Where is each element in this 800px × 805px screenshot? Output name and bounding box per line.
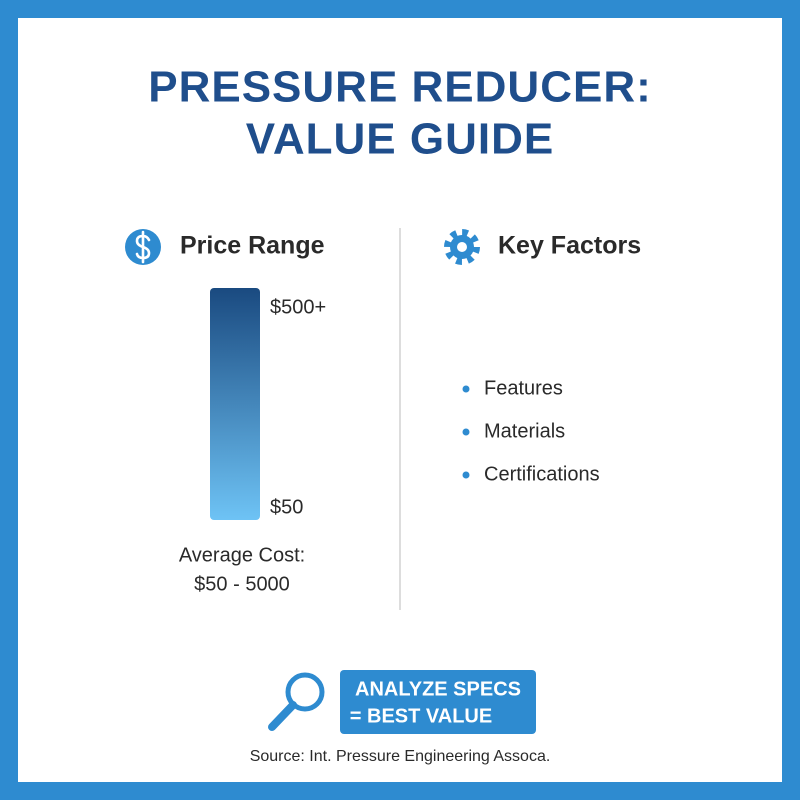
title-line: VALUE GUIDE [246, 115, 554, 164]
callout-line: = BEST VALUE [350, 705, 492, 727]
average-value: $50 - 5000 [194, 573, 290, 595]
factor-item: Certifications [484, 463, 600, 485]
section-heading: Price Range [180, 232, 325, 260]
gear-icon [444, 229, 480, 265]
bullet [462, 471, 470, 479]
price-bottom-label: $50 [270, 496, 303, 518]
price-top-label: $500+ [270, 296, 326, 318]
price-bar [210, 288, 260, 520]
bullet [462, 428, 470, 436]
callout-line: ANALYZE SPECS [355, 678, 521, 700]
title-line: PRESSURE REDUCER: [148, 63, 652, 112]
section-heading: Key Factors [498, 232, 641, 260]
factor-item: Features [484, 377, 563, 399]
source: Source: Int. Pressure Engineering Assoca… [250, 748, 551, 765]
average-label: Average Cost: [179, 544, 305, 566]
callout-box [340, 670, 536, 734]
bullet [462, 385, 470, 393]
magnifier-icon [268, 672, 325, 731]
factor-item: Materials [484, 420, 565, 442]
dollar-icon [125, 229, 161, 265]
